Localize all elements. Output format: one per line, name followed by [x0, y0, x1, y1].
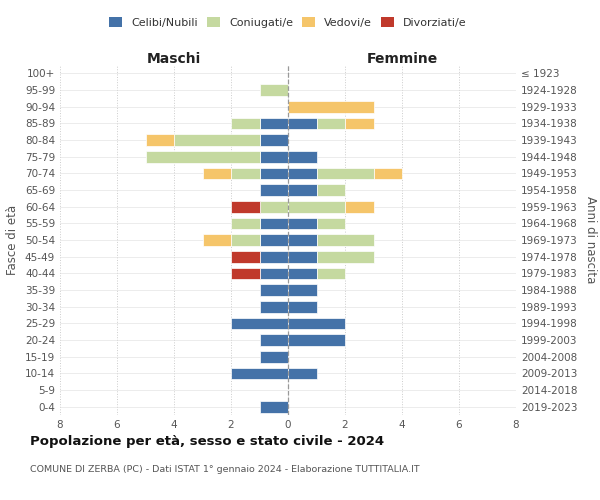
Bar [260, 84, 288, 96]
Bar [288, 284, 317, 296]
Bar [288, 368, 317, 379]
Bar [260, 201, 288, 212]
Bar [260, 401, 288, 412]
Bar [231, 251, 260, 262]
Bar [260, 301, 288, 312]
Bar [260, 284, 288, 296]
Bar [288, 201, 345, 212]
Bar [345, 201, 373, 212]
Bar [288, 218, 317, 229]
Y-axis label: Anni di nascita: Anni di nascita [584, 196, 597, 284]
Bar [260, 118, 288, 129]
Bar [260, 234, 288, 246]
Bar [146, 151, 260, 162]
Bar [317, 251, 373, 262]
Bar [203, 168, 231, 179]
Bar [288, 151, 317, 162]
Bar [231, 234, 260, 246]
Bar [288, 101, 373, 112]
Bar [288, 301, 317, 312]
Bar [260, 268, 288, 279]
Bar [260, 168, 288, 179]
Bar [288, 234, 317, 246]
Bar [345, 118, 373, 129]
Bar [231, 268, 260, 279]
Bar [260, 134, 288, 146]
Bar [260, 334, 288, 346]
Bar [373, 168, 402, 179]
Text: Maschi: Maschi [147, 52, 201, 66]
Bar [260, 251, 288, 262]
Bar [288, 118, 317, 129]
Bar [231, 201, 260, 212]
Bar [288, 318, 345, 329]
Bar [231, 368, 288, 379]
Bar [288, 334, 345, 346]
Bar [146, 134, 174, 146]
Bar [231, 118, 260, 129]
Bar [288, 268, 317, 279]
Bar [174, 134, 260, 146]
Bar [317, 268, 345, 279]
Bar [260, 184, 288, 196]
Bar [288, 168, 317, 179]
Bar [231, 168, 260, 179]
Text: Femmine: Femmine [367, 52, 437, 66]
Bar [317, 234, 373, 246]
Y-axis label: Fasce di età: Fasce di età [7, 205, 19, 275]
Text: Popolazione per età, sesso e stato civile - 2024: Popolazione per età, sesso e stato civil… [30, 435, 384, 448]
Legend: Celibi/Nubili, Coniugati/e, Vedovi/e, Divorziati/e: Celibi/Nubili, Coniugati/e, Vedovi/e, Di… [106, 14, 470, 32]
Bar [260, 151, 288, 162]
Bar [231, 218, 260, 229]
Bar [288, 251, 317, 262]
Bar [317, 118, 345, 129]
Bar [231, 318, 288, 329]
Bar [288, 184, 317, 196]
Text: COMUNE DI ZERBA (PC) - Dati ISTAT 1° gennaio 2024 - Elaborazione TUTTITALIA.IT: COMUNE DI ZERBA (PC) - Dati ISTAT 1° gen… [30, 465, 419, 474]
Bar [317, 184, 345, 196]
Bar [317, 168, 373, 179]
Bar [317, 218, 345, 229]
Bar [260, 351, 288, 362]
Bar [260, 218, 288, 229]
Bar [203, 234, 231, 246]
